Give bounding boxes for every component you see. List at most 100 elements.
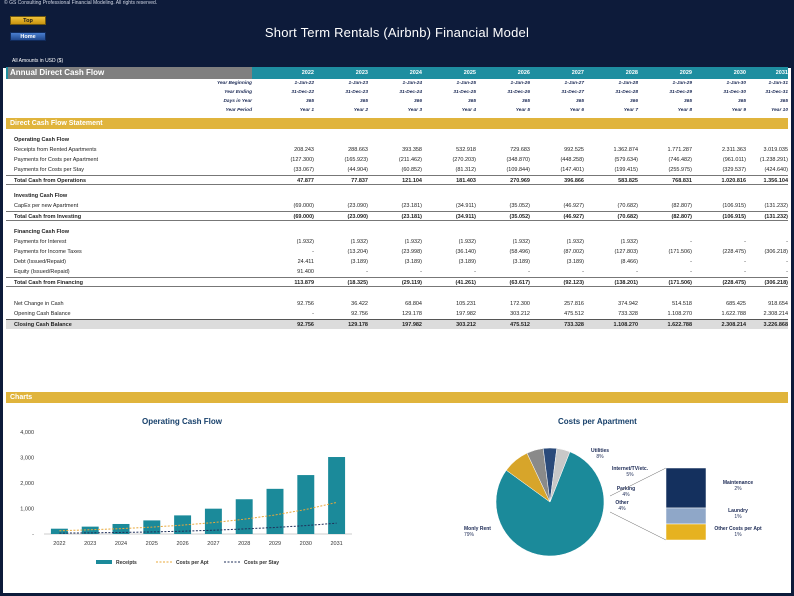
value-cell: 77.837 <box>351 178 368 184</box>
period-label: Year Beginning <box>216 81 252 86</box>
value-cell: 475.512 <box>564 311 584 317</box>
period-value: 1-Jan-23 <box>348 81 368 86</box>
bar-receipts <box>266 488 284 534</box>
row-label: CapEx per new Apartment <box>14 203 79 209</box>
period-value: 31-Dec-26 <box>507 90 530 95</box>
x-tick-label: 2031 <box>330 541 342 547</box>
value-cell: - <box>690 269 692 275</box>
value-cell: - <box>636 269 638 275</box>
period-value: 1-Jan-30 <box>726 81 746 86</box>
value-cell: 288.663 <box>348 147 368 153</box>
header-bar: © GS Consulting Professional Financial M… <box>0 0 794 52</box>
top-button[interactable]: Top <box>10 16 46 25</box>
line-costs-per-apt <box>59 501 337 532</box>
value-cell: 733.328 <box>618 311 638 317</box>
value-cell: (70.682) <box>617 214 639 220</box>
value-cell: 2.311.363 <box>721 147 746 153</box>
value-cell: (44.904) <box>347 167 369 173</box>
value-cell: (131.232) <box>764 214 788 220</box>
value-cell: (46.927) <box>563 214 585 220</box>
value-cell: 532.918 <box>456 147 476 153</box>
period-value: 365 <box>359 99 368 104</box>
value-cell: 1.771.287 <box>667 147 692 153</box>
period-value: 1-Jan-24 <box>402 81 422 86</box>
value-cell: 121.104 <box>402 178 422 184</box>
value-cell: (329.537) <box>722 167 746 173</box>
value-cell: - <box>366 269 368 275</box>
value-cell: (36.140) <box>455 249 477 255</box>
period-value: 365 <box>683 99 692 104</box>
period-value: Year 8 <box>677 108 692 113</box>
value-cell: 1.362.874 <box>613 147 638 153</box>
value-cell: 514.518 <box>672 301 692 307</box>
period-value: 31-Dec-31 <box>765 90 788 95</box>
pie-label: Other <box>615 500 628 506</box>
operating-cash-flow-chart: - 1,000 2,000 3,000 4,000 2022 2023 2024 2025 202… <box>20 430 352 566</box>
value-cell: (70.682) <box>617 203 639 209</box>
value-cell: 992.525 <box>564 147 584 153</box>
home-button[interactable]: Home <box>10 32 46 41</box>
value-cell: 729.683 <box>510 147 530 153</box>
period-value: 1-Jan-28 <box>618 81 638 86</box>
value-cell: 113.879 <box>294 280 314 286</box>
breakdown-percent: 2% <box>734 486 742 492</box>
bar-receipts <box>112 523 130 534</box>
value-cell: (165.923) <box>344 157 368 163</box>
year-header: 2022 <box>301 70 314 76</box>
row-label: Debt (Issued/Repaid) <box>14 259 66 265</box>
x-tick-label: 2023 <box>84 541 96 547</box>
costs-chart-title: Costs per Apartment <box>558 417 637 426</box>
value-cell: (306.218) <box>764 280 788 286</box>
value-cell: 918.654 <box>768 301 788 307</box>
period-value: 31-Dec-27 <box>561 90 584 95</box>
period-value: 365 <box>521 99 530 104</box>
value-cell: (35.052) <box>509 214 531 220</box>
row-label: Payments for Interest <box>14 239 67 245</box>
value-cell: (109.844) <box>506 167 530 173</box>
period-value: Year 2 <box>353 108 368 113</box>
row-label: Payments for Costs per Stay <box>14 167 84 173</box>
period-value: Year 3 <box>407 108 422 113</box>
x-tick-label: 2027 <box>207 541 219 547</box>
value-cell: 768.831 <box>672 178 692 184</box>
breakdown-label: Other Costs per Apt <box>714 526 762 532</box>
value-cell: - <box>420 269 422 275</box>
period-value: 31-Dec-25 <box>453 90 476 95</box>
row-label: Total Cash from Investing <box>14 214 82 220</box>
period-row: Days in Year 365 365 366 365 365 365 366 365 365 3… <box>6 97 788 106</box>
period-value: 1-Jan-25 <box>456 81 476 86</box>
period-info: Year Beginning 1-Jan-22 1-Jan-23 1-Jan-24 1-… <box>6 79 788 115</box>
x-tick-label: 2026 <box>176 541 188 547</box>
charts-section-title: Charts <box>6 392 788 403</box>
value-cell: (131.232) <box>764 203 788 209</box>
period-value: 1-Jan-22 <box>294 81 314 86</box>
value-cell: 3.019.035 <box>763 147 788 153</box>
financing-heading: Financing Cash Flow <box>6 227 788 237</box>
value-cell: (106.915) <box>722 203 746 209</box>
breakdown-label: Laundry <box>728 508 748 514</box>
value-cell: 2.308.214 <box>763 311 788 317</box>
value-cell: (171.506) <box>668 249 692 255</box>
legend-label: Costs per Stay <box>244 560 279 566</box>
value-cell: 1.108.270 <box>613 322 638 328</box>
value-cell: (306.218) <box>764 249 788 255</box>
period-value: 366 <box>629 99 638 104</box>
breakdown-segment <box>665 467 707 509</box>
value-cell: 1.622.788 <box>667 322 692 328</box>
value-cell: (228.475) <box>722 249 746 255</box>
period-value: Year 6 <box>569 108 584 113</box>
period-value: 1-Jan-29 <box>672 81 692 86</box>
value-cell: (1.932) <box>458 239 476 245</box>
sheet-title: Annual Direct Cash Flow <box>8 67 252 79</box>
value-cell: (46.927) <box>563 203 585 209</box>
period-value: 31-Dec-28 <box>615 90 638 95</box>
value-cell: - <box>786 269 788 275</box>
value-cell: (1.932) <box>350 239 368 245</box>
legend-swatch <box>96 560 112 564</box>
value-cell: (3.189) <box>566 259 584 265</box>
subheader-bar <box>0 52 794 68</box>
value-cell: (8.466) <box>620 259 638 265</box>
period-value: 31-Dec-22 <box>291 90 314 95</box>
value-cell: (106.915) <box>722 214 746 220</box>
period-value: Year 9 <box>731 108 746 113</box>
